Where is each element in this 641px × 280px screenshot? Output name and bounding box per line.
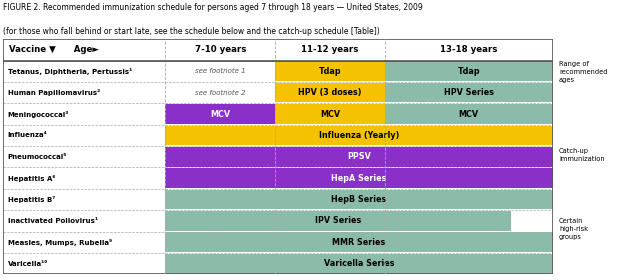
Bar	[275, 104, 385, 124]
Text: HepB Series: HepB Series	[331, 195, 387, 204]
Text: IPV Series: IPV Series	[315, 216, 361, 225]
Bar	[385, 83, 553, 102]
Bar	[3, 167, 553, 189]
Text: HPV Series: HPV Series	[444, 88, 494, 97]
Text: Meningococcal³: Meningococcal³	[8, 111, 69, 118]
Text: MMR Series: MMR Series	[332, 238, 385, 247]
Text: see footnote 2: see footnote 2	[195, 90, 246, 96]
Text: Human Papillomavirus²: Human Papillomavirus²	[8, 89, 100, 96]
Bar	[3, 210, 553, 232]
Bar	[3, 189, 553, 210]
Text: Varicella Series: Varicella Series	[324, 259, 394, 268]
Text: Inactivated Poliovirus¹: Inactivated Poliovirus¹	[8, 218, 97, 224]
Text: Pneumococcal⁵: Pneumococcal⁵	[8, 154, 67, 160]
Bar	[3, 232, 553, 253]
Text: 11-12 years: 11-12 years	[301, 45, 359, 54]
Bar	[3, 60, 553, 82]
Bar	[3, 253, 553, 274]
Bar	[3, 125, 553, 146]
Bar	[385, 61, 553, 81]
Text: Catch-up
immunization: Catch-up immunization	[559, 148, 604, 162]
Bar	[3, 39, 553, 60]
Text: Hepatitis B⁷: Hepatitis B⁷	[8, 196, 55, 203]
Bar	[165, 232, 553, 252]
Bar	[165, 211, 511, 231]
Bar	[165, 190, 553, 209]
Text: Hepatitis A⁶: Hepatitis A⁶	[8, 175, 55, 182]
Text: PPSV: PPSV	[347, 152, 371, 161]
Text: see footnote 1: see footnote 1	[195, 68, 246, 74]
Bar	[3, 103, 553, 125]
Text: Vaccine ▼      Age►: Vaccine ▼ Age►	[9, 45, 99, 54]
Text: Tdap: Tdap	[319, 67, 342, 76]
Text: MCV: MCV	[210, 109, 230, 118]
Text: Range of
recommended
ages: Range of recommended ages	[559, 61, 608, 83]
Text: HepA Series: HepA Series	[331, 174, 387, 183]
Bar	[165, 147, 553, 167]
Text: 13-18 years: 13-18 years	[440, 45, 497, 54]
Text: Varicella¹⁰: Varicella¹⁰	[8, 261, 48, 267]
Text: Measles, Mumps, Rubella⁹: Measles, Mumps, Rubella⁹	[8, 239, 112, 246]
Text: HPV (3 doses): HPV (3 doses)	[298, 88, 362, 97]
Text: MCV: MCV	[320, 109, 340, 118]
Text: Influenza⁴: Influenza⁴	[8, 132, 47, 138]
Text: Influenza (Yearly): Influenza (Yearly)	[319, 131, 399, 140]
Bar	[3, 146, 553, 167]
Bar	[275, 61, 385, 81]
Bar	[3, 82, 553, 103]
Text: (for those who fall behind or start late, see the schedule below and the catch-u: (for those who fall behind or start late…	[3, 27, 380, 36]
Text: FIGURE 2. Recommended immunization schedule for persons aged 7 through 18 years : FIGURE 2. Recommended immunization sched…	[3, 3, 423, 12]
Text: Certain
high-risk
groups: Certain high-risk groups	[559, 218, 588, 240]
Bar	[165, 126, 553, 145]
Text: Tdap: Tdap	[458, 67, 480, 76]
Bar	[275, 83, 385, 102]
Bar	[165, 104, 275, 124]
Bar	[165, 168, 553, 188]
Text: 7-10 years: 7-10 years	[194, 45, 246, 54]
Text: MCV: MCV	[459, 109, 479, 118]
Bar	[165, 254, 553, 274]
Text: Tetanus, Diphtheria, Pertussis¹: Tetanus, Diphtheria, Pertussis¹	[8, 68, 132, 75]
Bar	[385, 104, 553, 124]
